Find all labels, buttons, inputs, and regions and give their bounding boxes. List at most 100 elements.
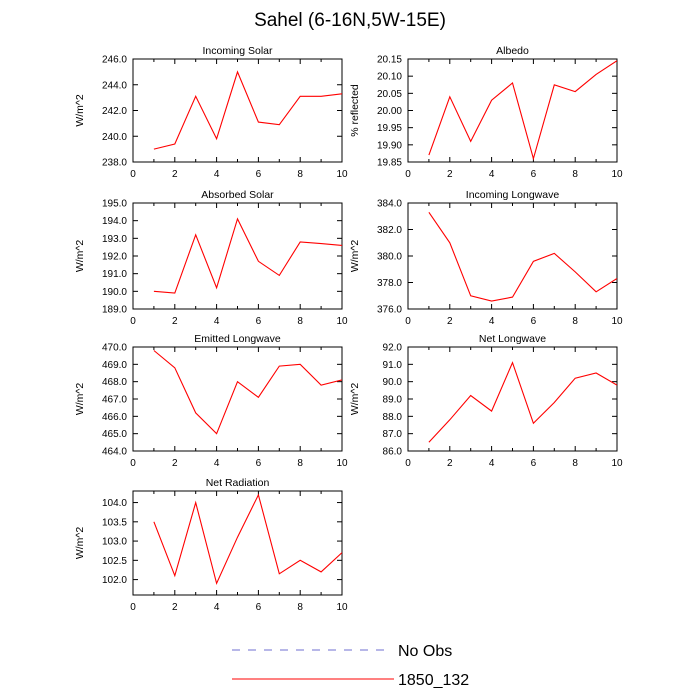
panel-3-ytick-label: 189.0 (102, 305, 127, 316)
panel-7-ytick-label: 103.5 (102, 517, 127, 528)
panel-3-title: Absorbed Solar (201, 189, 274, 201)
panel-4-ytick-label: 384.0 (377, 199, 402, 210)
panel-5-ytick-label: 470.0 (102, 343, 127, 354)
panel-3-ytick-label: 194.0 (102, 216, 127, 227)
panel-2-ytick-label: 19.95 (377, 123, 402, 134)
panel-4-series-line (428, 211, 617, 302)
panel-2-ytick-label: 19.85 (377, 158, 402, 169)
panel-4-title: Incoming Longwave (466, 189, 560, 201)
panel-1-xtick-label: 0 (130, 169, 136, 180)
panel-1-ytick-label: 242.0 (102, 106, 127, 117)
panel-4-ylabel: W/m^2 (349, 240, 361, 273)
panel-7-series-line (153, 493, 342, 586)
panel-3-ytick-label: 192.0 (102, 252, 127, 263)
panel-7-xtick-label: 8 (297, 602, 303, 613)
panel-6-xtick-label: 6 (531, 458, 537, 469)
panel-1-ylabel: W/m^2 (74, 94, 86, 127)
panel-7-ytick-label: 103.0 (102, 537, 127, 548)
panel-3-ylabel: W/m^2 (74, 240, 86, 273)
panel-4-xtick-label: 8 (572, 316, 578, 327)
panel-2-series-line (428, 60, 617, 161)
panel-5-ytick-label: 465.0 (102, 429, 127, 440)
panel-4-xtick-label: 10 (611, 316, 623, 327)
panel-2-xtick-label: 6 (531, 169, 537, 180)
panel-2-ytick-label: 19.90 (377, 140, 402, 151)
panel-5-xtick-label: 2 (172, 458, 178, 469)
panel-4-xtick-label: 4 (489, 316, 495, 327)
panel-7-xtick-label: 6 (256, 602, 262, 613)
panel-1-ytick-label: 244.0 (102, 80, 127, 91)
panel-5-ytick-label: 467.0 (102, 395, 127, 406)
panel-7-ytick-label: 102.0 (102, 575, 127, 586)
figure-title: Sahel (6-16N,5W-15E) (254, 10, 446, 31)
panel-6-ytick-label: 88.0 (383, 412, 403, 423)
panel-7-xtick-label: 0 (130, 602, 136, 613)
panel-4-frame (407, 202, 618, 310)
panel-1-xtick-label: 2 (172, 169, 178, 180)
panel-5-ytick-label: 464.0 (102, 447, 127, 458)
panel-5-xtick-label: 6 (256, 458, 262, 469)
panel-2-ytick-label: 20.00 (377, 106, 402, 117)
panel-3-xtick-label: 4 (214, 316, 220, 327)
panel-6-xtick-label: 8 (572, 458, 578, 469)
panel-4-ytick-label: 378.0 (377, 278, 402, 289)
panel-5-xtick-label: 8 (297, 458, 303, 469)
panel-3-xtick-label: 10 (336, 316, 348, 327)
panel-5-xtick-label: 10 (336, 458, 348, 469)
panel-3-ytick-label: 191.0 (102, 269, 127, 280)
panel-5-xtick-label: 4 (214, 458, 220, 469)
panel-7-title: Net Radiation (206, 477, 270, 489)
panel-3-ytick-label: 193.0 (102, 234, 127, 245)
panel-1-ytick-label: 240.0 (102, 132, 127, 143)
panel-6-series-line (428, 361, 617, 443)
panel-7-ytick-label: 102.5 (102, 556, 127, 567)
panel-5-ylabel: W/m^2 (74, 383, 86, 416)
panel-6-title: Net Longwave (479, 333, 546, 345)
panel-2-ytick-label: 20.10 (377, 72, 402, 83)
panel-7-xtick-label: 2 (172, 602, 178, 613)
panel-5-frame (132, 346, 343, 452)
panel-4-ytick-label: 382.0 (377, 225, 402, 236)
panel-7-ylabel: W/m^2 (74, 527, 86, 560)
panel-4-xtick-label: 0 (405, 316, 411, 327)
panel-5-xtick-label: 0 (130, 458, 136, 469)
panel-7-ytick-label: 104.0 (102, 498, 127, 509)
panel-2-xtick-label: 2 (447, 169, 453, 180)
panel-2-xtick-label: 10 (611, 169, 623, 180)
panel-6-xtick-label: 0 (405, 458, 411, 469)
panel-4-xtick-label: 6 (531, 316, 537, 327)
panel-1-xtick-label: 10 (336, 169, 348, 180)
panel-4-xtick-label: 2 (447, 316, 453, 327)
panel-1-title: Incoming Solar (202, 45, 273, 57)
panel-1-series-line (153, 70, 342, 150)
panel-2-frame (407, 58, 618, 163)
panel-2-xtick-label: 0 (405, 169, 411, 180)
panel-4-ytick-label: 376.0 (377, 305, 402, 316)
panel-1-xtick-label: 8 (297, 169, 303, 180)
panel-3-xtick-label: 2 (172, 316, 178, 327)
panel-5-ytick-label: 468.0 (102, 377, 127, 388)
panel-1-xtick-label: 6 (256, 169, 262, 180)
panel-7-xtick-label: 4 (214, 602, 220, 613)
panel-5-ytick-label: 469.0 (102, 360, 127, 371)
panel-6-ytick-label: 90.0 (383, 377, 403, 388)
panel-1-ytick-label: 238.0 (102, 158, 127, 169)
panel-6-ytick-label: 91.0 (383, 360, 403, 371)
panel-6-ytick-label: 92.0 (383, 343, 403, 354)
panel-1-xtick-label: 4 (214, 169, 220, 180)
panel-2-ytick-label: 20.15 (377, 55, 402, 66)
panel-6-ytick-label: 89.0 (383, 395, 403, 406)
panel-3-xtick-label: 8 (297, 316, 303, 327)
panel-5-series-line (153, 350, 342, 435)
panel-3-ytick-label: 190.0 (102, 287, 127, 298)
panel-3-xtick-label: 6 (256, 316, 262, 327)
panel-3-xtick-label: 0 (130, 316, 136, 327)
panel-7-frame (132, 490, 343, 596)
panel-2-ylabel: % reflected (349, 84, 361, 137)
panel-1-ytick-label: 246.0 (102, 55, 127, 66)
panel-6-ytick-label: 87.0 (383, 429, 403, 440)
panel-2-ytick-label: 20.05 (377, 89, 402, 100)
panel-5-ytick-label: 466.0 (102, 412, 127, 423)
panel-6-ylabel: W/m^2 (349, 383, 361, 416)
